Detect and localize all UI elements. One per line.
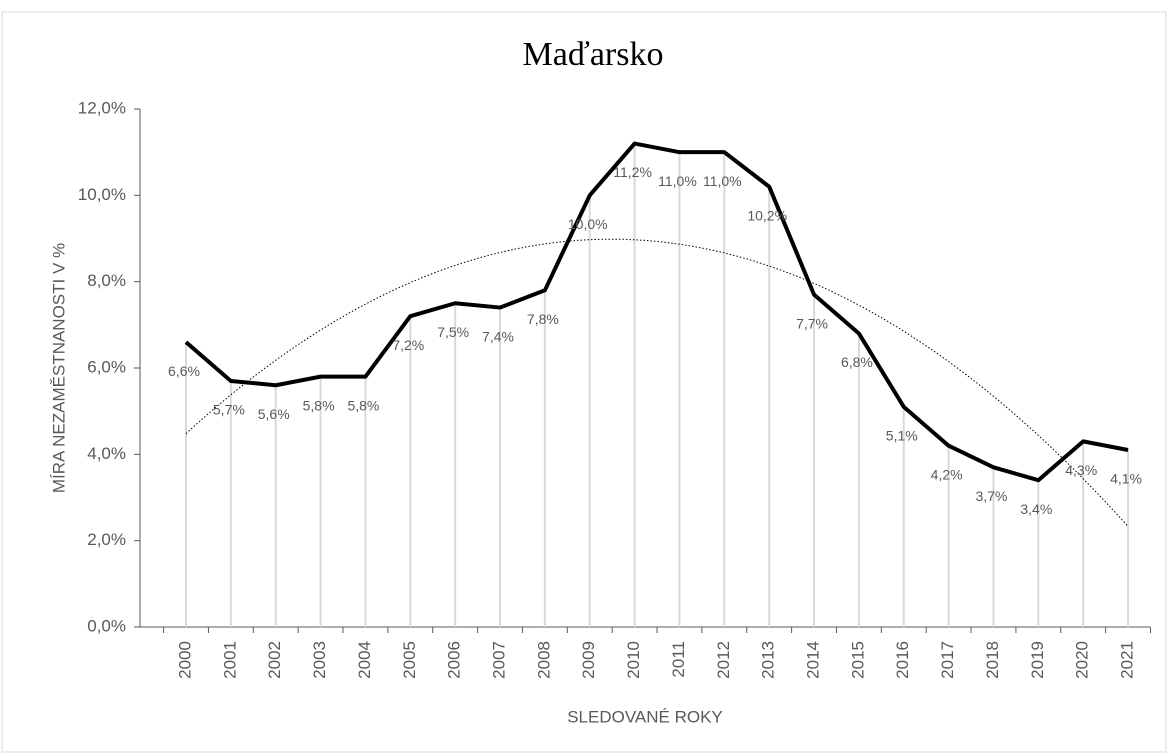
x-tick-label: 2000 xyxy=(175,641,194,679)
data-label: 4,2% xyxy=(931,466,963,482)
y-tick-label: 0,0% xyxy=(87,616,126,635)
data-label: 7,2% xyxy=(392,337,424,353)
x-tick-label: 2003 xyxy=(310,641,329,679)
data-label: 5,8% xyxy=(303,397,335,413)
data-label: 5,7% xyxy=(213,402,245,418)
data-label: 10,0% xyxy=(568,216,608,232)
data-label: 3,7% xyxy=(976,488,1008,504)
chart-border xyxy=(1,11,1167,753)
x-tick-label: 2006 xyxy=(445,641,464,679)
data-label: 5,8% xyxy=(347,397,379,413)
x-tick-label: 2007 xyxy=(490,641,509,679)
data-label: 7,8% xyxy=(527,311,559,327)
x-tick-label: 2005 xyxy=(400,641,419,679)
data-label: 5,1% xyxy=(886,428,918,444)
y-tick-label: 2,0% xyxy=(87,530,126,549)
data-label: 7,4% xyxy=(482,328,514,344)
x-tick-label: 2009 xyxy=(579,641,598,679)
chart-title: Maďarsko xyxy=(523,36,664,73)
x-tick-label: 2018 xyxy=(983,641,1002,679)
data-label: 11,0% xyxy=(703,173,742,189)
x-tick-label: 2019 xyxy=(1028,641,1047,679)
x-tick-label: 2016 xyxy=(893,641,912,679)
x-tick-label: 2010 xyxy=(624,641,643,679)
y-tick-label: 6,0% xyxy=(87,357,126,376)
data-label: 4,1% xyxy=(1110,471,1142,487)
x-tick-label: 2017 xyxy=(938,641,957,679)
x-axis-title: SLEDOVANÉ ROKY xyxy=(567,707,723,726)
x-tick-label: 2011 xyxy=(669,641,688,678)
data-label: 4,3% xyxy=(1065,462,1097,478)
x-tick-label: 2014 xyxy=(804,641,823,679)
x-tick-label: 2004 xyxy=(355,641,374,679)
x-tick-label: 2013 xyxy=(759,641,778,679)
data-label: 6,8% xyxy=(841,354,873,370)
y-tick-label: 8,0% xyxy=(87,271,126,290)
x-tick-label: 2008 xyxy=(534,641,553,679)
y-tick-label: 12,0% xyxy=(78,98,126,117)
x-tick-label: 2001 xyxy=(220,641,239,679)
y-axis-title: MÍRA NEZAMĚSTNANOSTI V % xyxy=(49,243,68,493)
x-tick-label: 2012 xyxy=(714,641,733,679)
x-tick-label: 2021 xyxy=(1118,641,1137,679)
x-tick-label: 2020 xyxy=(1073,641,1092,679)
x-tick-label: 2015 xyxy=(848,641,867,679)
data-label: 6,6% xyxy=(168,363,200,379)
data-label: 11,0% xyxy=(658,173,697,189)
data-label: 7,7% xyxy=(796,315,828,331)
y-tick-label: 10,0% xyxy=(78,185,126,204)
data-label: 11,2% xyxy=(613,164,652,180)
trendline xyxy=(185,238,1129,527)
data-label: 7,5% xyxy=(437,324,469,340)
data-line xyxy=(184,141,1129,483)
data-label: 10,2% xyxy=(747,207,787,223)
y-tick-label: 4,0% xyxy=(87,444,126,463)
x-tick-label: 2002 xyxy=(265,641,284,679)
data-label: 5,6% xyxy=(258,406,290,422)
data-label: 3,4% xyxy=(1020,501,1052,517)
